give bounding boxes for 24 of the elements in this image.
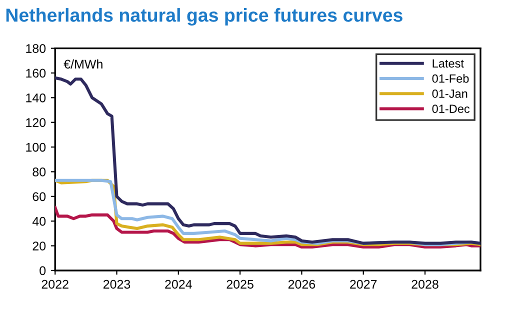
x-tick-label: 2023 [103,280,130,289]
x-tick-label: 2024 [165,280,192,289]
y-tick-label: 20 [32,242,46,250]
y-tick-label: 160 [26,68,46,78]
y-tick-label: 80 [32,168,46,176]
x-tick-label: 2025 [226,280,254,289]
x-tick-label: 2026 [288,280,316,289]
y-tick-label: 100 [26,142,46,152]
chart-title: Netherlands natural gas price futures curves [6,8,402,26]
x-tick-label: 2027 [350,280,377,289]
legend-label: 01-Jan [432,90,468,98]
y-tick-label: 180 [26,44,46,53]
y-tick-label: 120 [26,118,46,128]
y-tick-label: 40 [32,216,46,226]
line-series [55,76,480,245]
x-tick-label: 2028 [412,280,438,289]
y-axis-title: €/MWh [64,59,102,69]
legend-label: 01-Dec [432,104,470,114]
x-tick-label: 2022 [42,280,68,289]
y-tick-label: 0 [40,266,46,276]
legend-label: 01-Feb [432,74,469,83]
y-tick-label: 60 [32,192,46,202]
y-tick-label: 140 [26,93,46,102]
legend-label: Latest [432,59,464,68]
